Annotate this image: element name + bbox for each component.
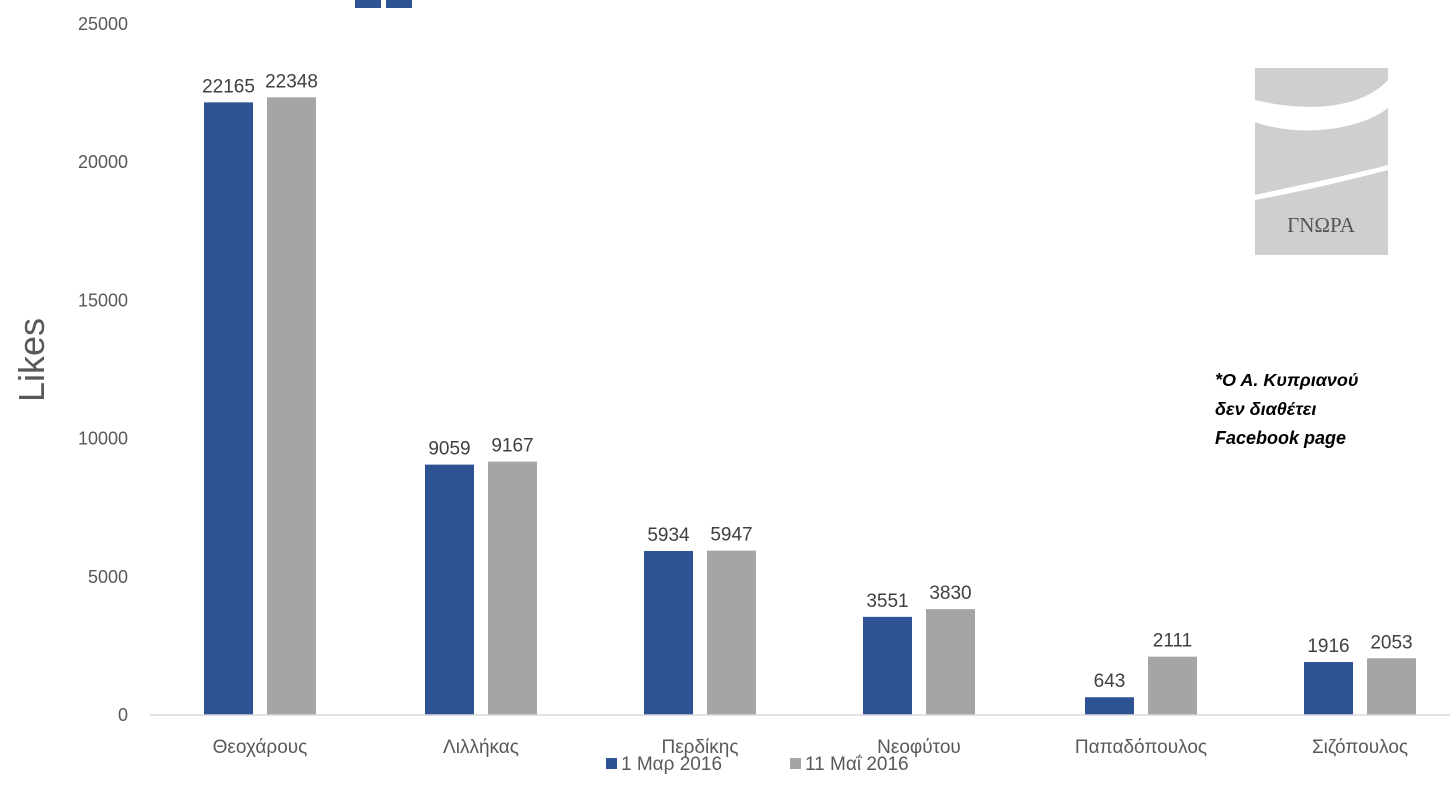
bar-series-1 <box>204 102 253 716</box>
gnora-logo-bottom-shape <box>1255 170 1388 255</box>
data-label-series-1: 22165 <box>202 76 255 97</box>
note-line-2: δεν διαθέτει <box>1215 399 1316 419</box>
category-labels-group: Θεοχάρους Λιλλήκας Περδίκης Νεοφύτου Παπαδόπ… <box>213 737 1408 758</box>
category-label: Σιζόπουλος <box>1312 737 1408 758</box>
category-label: Παπαδόπουλος <box>1075 737 1207 758</box>
legend-swatch-series-1 <box>606 758 617 769</box>
data-label-series-1: 3551 <box>866 591 908 612</box>
category-label: Περδίκης <box>661 737 738 758</box>
data-label-series-2: 22348 <box>265 71 318 92</box>
data-label-series-2: 3830 <box>929 583 971 604</box>
y-axis-ticks: 0 5000 10000 15000 20000 25000 <box>78 14 128 725</box>
data-label-series-1: 5934 <box>647 525 690 546</box>
bar-series-1 <box>644 550 693 715</box>
category-label: Λιλλήκας <box>443 737 519 758</box>
bar-series-2 <box>488 461 537 715</box>
data-label-series-1: 1916 <box>1307 636 1349 657</box>
gnora-logo: ΓΝΩΡΑ <box>1255 68 1388 255</box>
y-tick-label: 10000 <box>78 429 128 449</box>
bar-series-2 <box>707 550 756 715</box>
facebook-note: *Ο Α. Κυπριανού δεν διαθέτει Facebook pa… <box>1215 370 1359 448</box>
y-tick-label: 0 <box>118 705 128 725</box>
note-line-3: Facebook page <box>1215 428 1346 448</box>
data-labels-group: 22165 22348 9059 9167 5934 5947 3551 3830 643 211… <box>202 71 1413 692</box>
gnora-logo-middle-shape <box>1255 108 1388 195</box>
y-tick-label: 15000 <box>78 290 128 310</box>
legend-swatch-series-2 <box>790 758 801 769</box>
legend-label-series-1: 1 Μαρ 2016 <box>621 754 722 775</box>
y-tick-label: 20000 <box>78 152 128 172</box>
y-axis-label: Likes <box>11 318 52 402</box>
gnora-logo-top-shape <box>1255 68 1388 107</box>
cropped-header-mark <box>386 0 412 8</box>
category-label: Νεοφύτου <box>877 737 961 758</box>
bar-series-2 <box>1148 656 1197 715</box>
bar-series-1 <box>1085 697 1134 715</box>
data-label-series-2: 2053 <box>1370 632 1412 653</box>
bar-series-2 <box>1367 658 1416 715</box>
cropped-header-mark <box>355 0 381 8</box>
y-tick-label: 25000 <box>78 14 128 34</box>
bars-group <box>204 97 1416 716</box>
legend-label-series-2: 11 Μαΐ 2016 <box>805 754 909 775</box>
gnora-logo-text: ΓΝΩΡΑ <box>1287 213 1356 237</box>
bar-series-1 <box>1304 662 1353 715</box>
data-label-series-2: 2111 <box>1153 631 1192 652</box>
data-label-series-2: 5947 <box>710 525 752 546</box>
legend: 1 Μαρ 2016 11 Μαΐ 2016 <box>606 754 909 775</box>
bar-series-2 <box>926 609 975 715</box>
note-line-1: *Ο Α. Κυπριανού <box>1215 370 1359 390</box>
bar-series-1 <box>425 464 474 715</box>
data-label-series-1: 643 <box>1094 671 1126 692</box>
bar-series-2 <box>267 97 316 716</box>
category-label: Θεοχάρους <box>213 737 308 758</box>
y-tick-label: 5000 <box>88 567 128 587</box>
data-label-series-2: 9167 <box>491 436 533 457</box>
bar-series-1 <box>863 616 912 715</box>
data-label-series-1: 9059 <box>428 439 470 460</box>
